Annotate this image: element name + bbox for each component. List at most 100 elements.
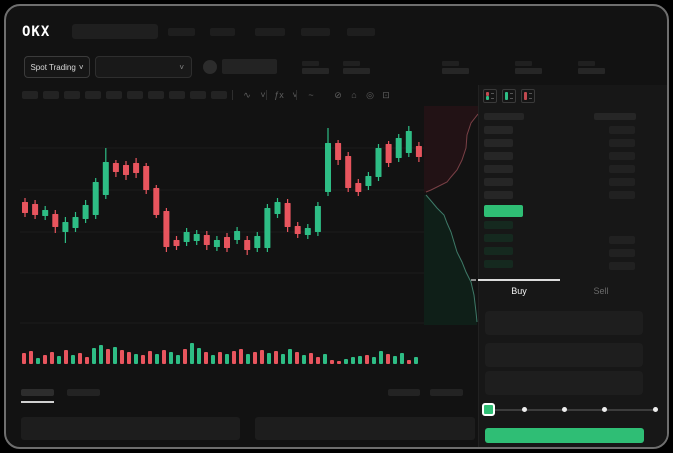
toolbar-divider [296, 90, 297, 100]
active-tab-indicator [478, 279, 560, 281]
orderbook-header-amount-skeleton [594, 113, 636, 120]
timeframe-button-skeleton[interactable] [106, 91, 122, 99]
bid-strip [486, 96, 489, 100]
timer-icon[interactable]: ◎ [366, 90, 374, 100]
stat-label-skeleton [578, 61, 595, 66]
slider-step-dot[interactable] [602, 407, 607, 412]
slider-step-dot[interactable] [653, 407, 658, 412]
nav-item-skeleton[interactable] [168, 28, 195, 36]
timeframe-button-skeleton[interactable] [190, 91, 206, 99]
timeframe-button-skeleton[interactable] [85, 91, 101, 99]
last-price-bar[interactable] [484, 205, 523, 217]
stat-value-skeleton [578, 68, 605, 74]
timeframe-button-skeleton[interactable] [127, 91, 143, 99]
timeframe-button-skeleton[interactable] [169, 91, 185, 99]
timeframe-button-skeleton[interactable] [22, 91, 38, 99]
indicators-chevron-icon[interactable]: ˅ [292, 90, 298, 100]
line [529, 98, 532, 99]
indicators-icon[interactable]: ƒx [274, 90, 284, 100]
bid-amount-skeleton [609, 236, 635, 244]
bid-amount-skeleton [609, 262, 635, 270]
nav-item-skeleton[interactable] [301, 28, 330, 36]
pair-dropdown[interactable]: ˅ [95, 56, 192, 78]
app-window: OKX Spot Trading ˅ ˅ ∿ ˅ ƒx ˅ ~ ⊘ ⌂ ◎ ⊡ Buy Sell [4, 4, 669, 449]
line-tool-icon[interactable]: ~ [308, 90, 314, 100]
bottom-link-skeleton[interactable] [430, 389, 463, 396]
bottom-tab-open-orders[interactable] [21, 389, 54, 396]
chart-type-chevron-icon[interactable]: ˅ [260, 90, 266, 100]
toolbar-divider [266, 90, 267, 100]
pair-name-skeleton [222, 59, 277, 74]
bottom-link-skeleton[interactable] [388, 389, 420, 396]
slider-step-dot[interactable] [522, 407, 527, 412]
nav-item-skeleton[interactable] [210, 28, 235, 36]
stat-label-skeleton [302, 61, 319, 66]
stat-label-skeleton [343, 61, 360, 66]
ask-amount-skeleton [609, 126, 635, 134]
candlestick-chart[interactable] [20, 106, 424, 338]
nav-search-skeleton[interactable] [72, 24, 158, 39]
tab-sell[interactable]: Sell [593, 286, 609, 296]
price-input-skeleton[interactable] [485, 311, 643, 335]
bottom-filter-panel[interactable] [255, 417, 475, 440]
bottom-filter-panel[interactable] [21, 417, 240, 440]
toolbar-divider [232, 90, 233, 100]
ask-price-skeleton[interactable] [484, 165, 513, 173]
ask-amount-skeleton [609, 139, 635, 147]
stat-value-skeleton [302, 68, 329, 74]
buy-submit-button[interactable] [485, 428, 644, 443]
nav-item-skeleton[interactable] [255, 28, 285, 36]
stat-value-skeleton [442, 68, 469, 74]
amount-slider-handle[interactable] [482, 403, 495, 416]
timeframe-button-skeleton[interactable] [211, 91, 227, 99]
ask-price-skeleton[interactable] [484, 191, 513, 199]
ask-price-skeleton[interactable] [484, 178, 513, 186]
stat-value-skeleton [515, 68, 542, 74]
bid-price-skeleton[interactable] [484, 221, 513, 229]
bottom-tab-order-history[interactable] [67, 389, 100, 396]
slider-step-dot[interactable] [562, 407, 567, 412]
spot-trading-selector[interactable]: Spot Trading ˅ [24, 56, 90, 78]
price-scale-marker [471, 279, 476, 281]
amount-input-skeleton[interactable] [485, 343, 643, 367]
volume-chart [22, 343, 418, 364]
timeframe-button-skeleton[interactable] [148, 91, 164, 99]
strip [524, 92, 527, 100]
ask-amount-skeleton [609, 178, 635, 186]
nav-item-skeleton[interactable] [347, 28, 375, 36]
ask-price-skeleton[interactable] [484, 152, 513, 160]
amount-slider-track[interactable] [490, 409, 655, 411]
book-all-icon[interactable] [483, 89, 497, 103]
depth-chart [424, 106, 478, 325]
timeframe-button-skeleton[interactable] [64, 91, 80, 99]
timeframe-button-skeleton[interactable] [43, 91, 59, 99]
chevron-down-icon: ˅ [78, 62, 84, 72]
camera-icon[interactable]: ⌂ [351, 90, 357, 100]
bottom-tab-underline [21, 401, 54, 403]
bid-price-skeleton[interactable] [484, 260, 513, 268]
okx-logo[interactable]: OKX [22, 24, 51, 40]
coin-avatar [203, 60, 217, 74]
line [529, 93, 532, 94]
tab-buy[interactable]: Buy [511, 286, 527, 296]
book-asks-icon[interactable] [521, 89, 535, 103]
ask-price-skeleton[interactable] [484, 126, 513, 134]
book-bids-icon[interactable] [502, 89, 516, 103]
bid-price-skeleton[interactable] [484, 234, 513, 242]
fullscreen-icon[interactable]: ⊡ [382, 90, 390, 100]
ask-strip [486, 92, 489, 96]
bid-amount-skeleton [609, 249, 635, 257]
orderbook-header-price-skeleton [484, 113, 524, 120]
stat-label-skeleton [442, 61, 459, 66]
ask-amount-skeleton [609, 152, 635, 160]
stat-value-skeleton [343, 68, 370, 74]
ask-amount-skeleton [609, 165, 635, 173]
strip [505, 92, 508, 100]
bid-price-skeleton[interactable] [484, 247, 513, 255]
eraser-icon[interactable]: ⊘ [334, 90, 342, 100]
total-input-skeleton[interactable] [485, 371, 643, 395]
ask-price-skeleton[interactable] [484, 139, 513, 147]
chart-type-icon[interactable]: ∿ [243, 90, 251, 100]
stat-label-skeleton [515, 61, 532, 66]
line [491, 93, 494, 94]
